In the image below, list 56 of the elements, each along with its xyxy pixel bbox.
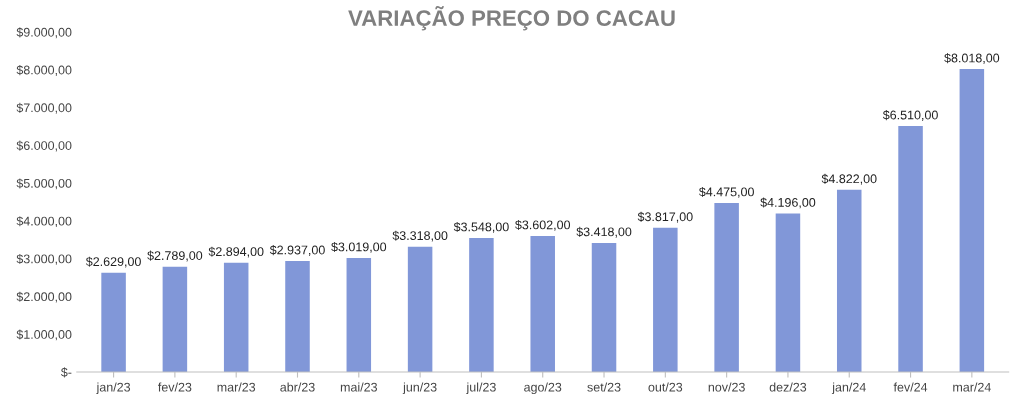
y-tick-label: $4.000,00 [16,216,72,228]
x-tick-label: mar/24 [953,382,991,392]
chart-title: VARIAÇÃO PREÇO DO CACAU [348,6,675,31]
bar [836,189,862,372]
y-tick-label: $2.000,00 [16,291,72,303]
x-tick-label: jan/24 [831,382,866,395]
bar [469,237,494,372]
data-label: $3.548,00 [453,221,509,233]
x-tick-label: abr/23 [280,382,315,392]
bar [714,202,739,372]
data-label: $2.937,00 [269,245,325,256]
bar [223,262,249,372]
bar [530,235,555,372]
data-label: $3.602,00 [515,219,571,231]
bar [898,126,923,372]
data-label: $2.629,00 [85,256,141,268]
x-tick-label: mar/23 [217,382,256,392]
data-label: $3.318,00 [392,230,448,242]
y-tick-label: $9.000,00 [16,27,72,39]
data-label: $4.196,00 [760,197,816,209]
y-tick-label: $1.000,00 [16,329,72,341]
bar [591,242,617,372]
data-label: $4.475,00 [698,186,754,198]
bar [285,261,310,372]
data-label: $2.789,00 [147,250,203,262]
bar [653,227,678,372]
x-tick-label: fev/23 [158,382,192,392]
x-tick-label: mai/23 [340,382,378,392]
data-label: $4.822,00 [821,173,877,185]
x-tick-label: dez/23 [769,382,807,392]
data-label: $3.817,00 [637,211,693,223]
bar [346,257,372,372]
bar [162,266,188,372]
bar [775,213,801,372]
y-tick-label: $6.000,00 [16,140,72,152]
x-tick-label: set/23 [587,382,621,392]
x-tick-label: out/23 [648,382,683,392]
x-tick-label: nov/23 [708,382,745,392]
x-tick-label: fev/24 [893,382,928,392]
x-tick-label: jan/23 [96,382,131,395]
x-tick-label: ago/23 [524,382,562,395]
bar [959,69,985,372]
data-label: $3.019,00 [331,241,387,253]
y-tick-label: $3.000,00 [16,253,72,265]
y-tick-label: $- [60,367,72,378]
y-tick-label: $5.000,00 [16,178,72,190]
data-label: $6.510,00 [882,110,938,121]
x-tick-label: jun/23 [402,382,437,395]
bar [101,272,126,372]
y-tick-label: $7.000,00 [16,102,72,114]
y-tick-label: $8.000,00 [16,65,72,76]
bar [407,246,433,372]
data-label: $3.418,00 [576,226,632,238]
data-label: $8.018,00 [944,53,1000,64]
data-label: $2.894,00 [208,246,264,258]
x-tick-label: jul/23 [466,382,496,395]
